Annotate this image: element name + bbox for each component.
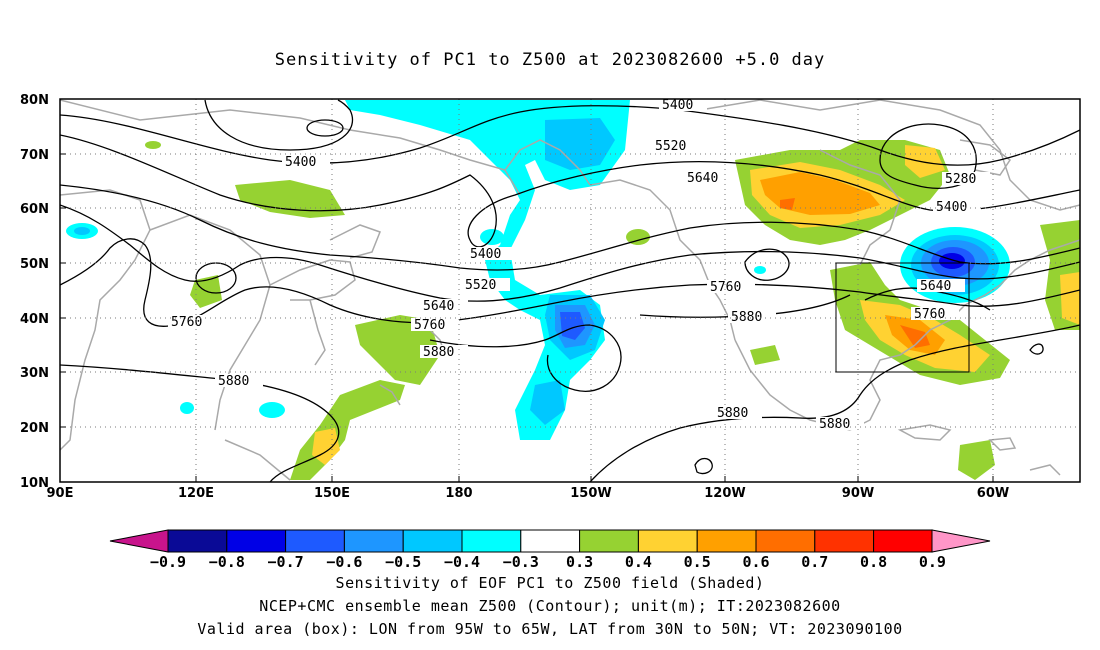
colorbar-cell (814, 529, 875, 553)
colorbar-high-arrow (931, 529, 991, 553)
contour-label-5760: 5760 (914, 307, 945, 322)
contour-label-5880: 5880 (423, 345, 454, 360)
colorbar-cell (520, 529, 581, 553)
plot-frame (59, 98, 1081, 483)
contour-labels: 5400 5400 5400 5400 5520 5520 5640 5640 … (168, 98, 990, 432)
colorbar-cell (755, 529, 816, 553)
caption-line-2: NCEP+CMC ensemble mean Z500 (Contour); u… (259, 597, 841, 615)
lat-label: 60N (20, 202, 49, 217)
contour-label-5760: 5760 (414, 318, 445, 333)
contour-label-5760: 5760 (710, 280, 741, 295)
colorbar-label: −0.9 (150, 553, 186, 571)
caption-line-1: Sensitivity of EOF PC1 to Z500 field (Sh… (335, 574, 765, 592)
grid-lines (60, 99, 1080, 482)
colorbar-cells (167, 529, 933, 553)
map-title: Sensitivity of PC1 to Z500 at 2023082600… (274, 50, 826, 70)
lon-label: 60W (977, 486, 1009, 501)
z500-contours (60, 99, 1080, 482)
lat-label: 80N (20, 93, 49, 108)
colorbar-cell (402, 529, 463, 553)
colorbar-label: −0.8 (209, 553, 245, 571)
colorbar-low-arrow (109, 529, 169, 553)
contour-label-5880: 5880 (819, 417, 850, 432)
colorbar: −0.9 −0.8 −0.7 −0.6 −0.5 −0.4 −0.3 0.3 0.4 0.5 0.6… (109, 529, 991, 571)
colorbar-label: 0.3 (566, 553, 593, 571)
contour-label-5520: 5520 (655, 139, 686, 154)
colorbar-cell (579, 529, 639, 553)
colorbar-label: −0.4 (444, 553, 480, 571)
contour-label-5400: 5400 (936, 200, 967, 215)
lon-label: 120W (704, 486, 745, 501)
colorbar-label: −0.7 (268, 553, 304, 571)
contour-label-5400: 5400 (285, 155, 316, 170)
contour-label-5640: 5640 (920, 279, 951, 294)
contour-label-5880: 5880 (717, 406, 748, 421)
lon-label: 150W (570, 486, 611, 501)
contour-label-5880: 5880 (218, 374, 249, 389)
contour-label-5640: 5640 (687, 171, 718, 186)
lat-label: 50N (20, 257, 49, 272)
colorbar-label: 0.4 (625, 553, 652, 571)
contour-label-5640: 5640 (423, 299, 454, 314)
colorbar-cell (637, 529, 698, 553)
lon-label: 90E (47, 486, 74, 501)
colorbar-label: 0.8 (860, 553, 887, 571)
contour-label-5400: 5400 (662, 98, 693, 113)
colorbar-cell (285, 529, 345, 553)
contour-label-5760: 5760 (171, 315, 202, 330)
caption-line-3: Valid area (box): LON from 95W to 65W, L… (197, 620, 903, 638)
colorbar-label: 0.5 (684, 553, 711, 571)
colorbar-label: −0.5 (385, 553, 421, 571)
colorbar-cell (873, 529, 933, 553)
tick-marks (60, 98, 994, 482)
colorbar-label: 0.9 (919, 553, 946, 571)
longitude-labels: 90E 120E 150E 180 150W 120W 90W 60W (47, 486, 1010, 501)
lat-label: 10N (20, 476, 49, 491)
contour-label-5280: 5280 (945, 172, 976, 187)
colorbar-label: 0.7 (801, 553, 828, 571)
contour-label-5520: 5520 (465, 278, 496, 293)
lon-label: 180 (445, 486, 472, 501)
lat-label: 40N (20, 312, 49, 327)
lon-label: 90W (842, 486, 874, 501)
lat-label: 20N (20, 421, 49, 436)
colorbar-labels: −0.9 −0.8 −0.7 −0.6 −0.5 −0.4 −0.3 0.3 0.4 0.5 0.6… (150, 553, 946, 571)
lat-label: 30N (20, 366, 49, 381)
colorbar-cell (343, 529, 404, 553)
contour-label-5880: 5880 (731, 310, 762, 325)
lon-label: 150E (314, 486, 350, 501)
lat-label: 70N (20, 148, 49, 163)
colorbar-label: 0.6 (742, 553, 769, 571)
lon-label: 120E (178, 486, 214, 501)
latitude-labels: 80N 70N 60N 50N 40N 30N 20N 10N (20, 93, 49, 491)
colorbar-cell (167, 529, 228, 553)
valid-area-box (835, 262, 970, 373)
colorbar-cell (696, 529, 757, 553)
colorbar-label: −0.3 (503, 553, 539, 571)
colorbar-cell (226, 529, 287, 553)
colorbar-label: −0.6 (326, 553, 362, 571)
colorbar-cell (461, 529, 522, 553)
contour-label-5400: 5400 (470, 247, 501, 262)
